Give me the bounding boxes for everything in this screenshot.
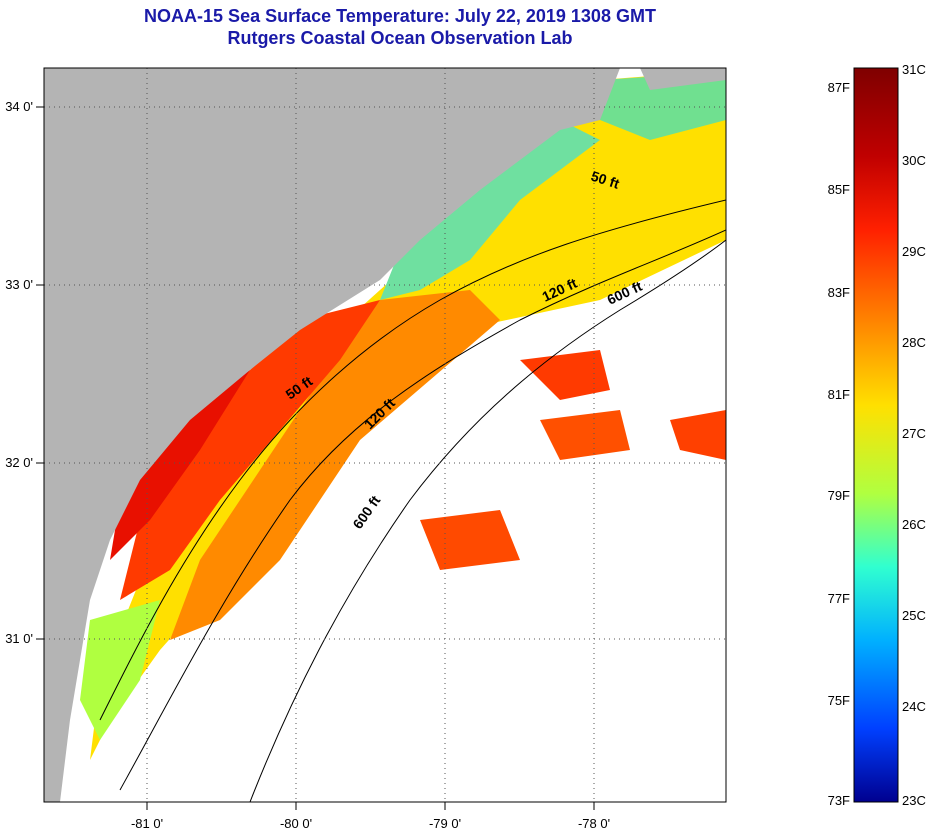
fahrenheit-label: 75F <box>828 693 850 708</box>
lat-label: 33 0' <box>5 277 33 292</box>
contour-50ft <box>99 199 726 721</box>
celsius-label: 29C <box>902 244 926 259</box>
fahrenheit-label: 83F <box>828 285 850 300</box>
sst-green-south <box>80 600 160 740</box>
fahrenheit-label: 73F <box>828 793 850 808</box>
fahrenheit-label: 77F <box>828 591 850 606</box>
contour-120ft <box>119 229 726 791</box>
sst-patch <box>420 510 520 570</box>
grid <box>44 68 726 802</box>
celsius-label: 30C <box>902 153 926 168</box>
sst-patch <box>520 350 610 400</box>
lon-label: -80 0' <box>280 816 312 831</box>
lon-label: -79 0' <box>429 816 461 831</box>
sst-red-nearshore <box>120 300 380 600</box>
celsius-label: 28C <box>902 335 926 350</box>
sst-yellow-band <box>90 70 726 760</box>
lat-label: 31 0' <box>5 631 33 646</box>
celsius-label: 27C <box>902 426 926 441</box>
celsius-label: 25C <box>902 608 926 623</box>
fahrenheit-label: 85F <box>828 182 850 197</box>
fahrenheit-label: 81F <box>828 387 850 402</box>
ticks <box>36 106 595 810</box>
sst-cool-north <box>600 72 726 140</box>
fahrenheit-label: 87F <box>828 80 850 95</box>
colorbar-fahrenheit-labels: 87F 85F 83F 81F 79F 77F 75F 73F <box>828 80 850 808</box>
land <box>44 68 620 802</box>
fahrenheit-label: 79F <box>828 488 850 503</box>
celsius-label: 31C <box>902 62 926 77</box>
sst-patch <box>670 410 726 460</box>
lon-label: -78 0' <box>578 816 610 831</box>
lat-label: 32 0' <box>5 455 33 470</box>
colorbar <box>853 67 899 803</box>
sst-deep-red <box>110 370 250 560</box>
celsius-label: 23C <box>902 793 926 808</box>
lat-label: 34 0' <box>5 99 33 114</box>
map-border <box>43 67 727 803</box>
map-title: NOAA-15 Sea Surface Temperature: July 22… <box>144 6 656 26</box>
colorbar-celsius-labels: 31C 30C 29C 28C 27C 26C 25C 24C 23C <box>902 62 926 808</box>
sst-cool-nearshore <box>380 120 600 300</box>
land <box>640 68 726 90</box>
contour-600ft <box>249 239 726 802</box>
celsius-label: 26C <box>902 517 926 532</box>
sst-patch <box>540 410 630 460</box>
celsius-label: 24C <box>902 699 926 714</box>
map-subtitle: Rutgers Coastal Ocean Observation Lab <box>227 28 573 48</box>
sst-orange-band <box>170 290 500 640</box>
lon-label: -81 0' <box>131 816 163 831</box>
